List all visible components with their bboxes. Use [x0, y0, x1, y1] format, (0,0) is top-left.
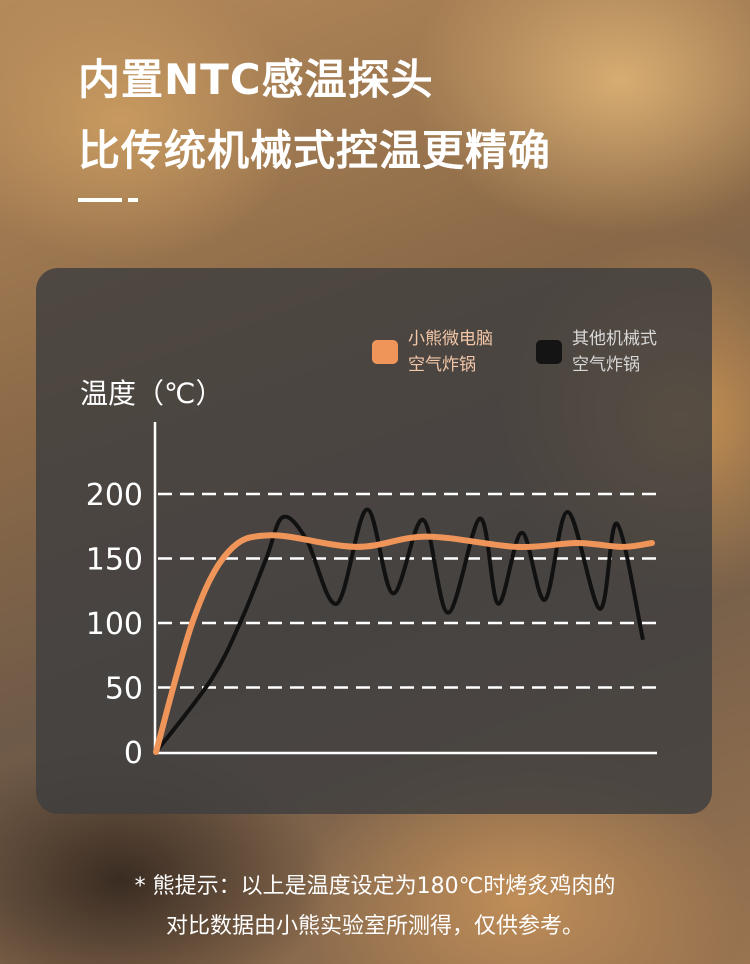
series-line-mechanical [154, 507, 645, 754]
footnote-line1: * 熊提示：以上是温度设定为180℃时烤炙鸡肉的 [134, 874, 616, 899]
y-tick-label: 0 [124, 736, 143, 771]
y-axis-label: 温度（℃） [80, 377, 224, 410]
legend-label: 小熊微电脑 [408, 329, 493, 349]
series-line-bear [153, 532, 655, 755]
decorative-dash-short [128, 198, 138, 202]
y-tick-label: 150 [86, 543, 143, 578]
legend-item-bear: 小熊微电脑 空气炸锅 [372, 326, 493, 378]
legend-label: 空气炸锅 [572, 355, 640, 375]
legend-swatch-orange [372, 340, 398, 364]
legend-label: 空气炸锅 [408, 355, 476, 375]
headline-line1: 内置NTC感温探头 [78, 55, 434, 104]
headline-line2: 比传统机械式控温更精确 [78, 126, 552, 175]
legend-item-mechanical: 其他机械式 空气炸锅 [536, 326, 657, 378]
y-tick-label: 50 [105, 672, 143, 707]
y-tick-label: 100 [86, 607, 143, 642]
legend-swatch-black [536, 340, 562, 364]
legend-label: 其他机械式 [572, 329, 657, 349]
decorative-dash [78, 198, 122, 202]
y-tick-label: 200 [86, 478, 143, 513]
footnote-line2: 对比数据由小熊实验室所测得，仅供参考。 [165, 914, 584, 939]
